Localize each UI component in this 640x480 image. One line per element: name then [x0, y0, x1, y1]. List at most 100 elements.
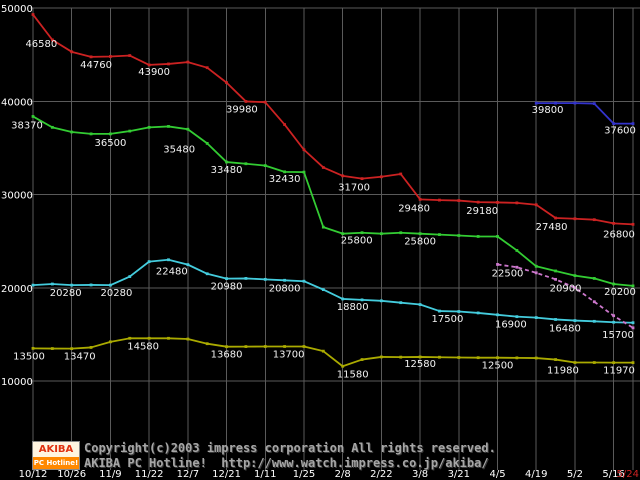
green-point-marker — [89, 132, 93, 136]
green-value-label: 32430 — [269, 174, 301, 185]
magenta-point-marker — [534, 271, 538, 275]
yellow-point-marker — [496, 356, 499, 360]
yellow-point-marker — [534, 356, 538, 360]
yellow-point-marker — [302, 345, 306, 348]
cyan-series-line — [32, 258, 634, 324]
yellow-value-label: 12580 — [404, 359, 436, 370]
yellow-point-marker — [573, 361, 577, 364]
yellow-value-label: 12500 — [482, 361, 514, 372]
magenta-point-marker — [612, 314, 616, 318]
cyan-point-marker — [205, 272, 209, 276]
x-axis-label: 2/8 — [335, 469, 351, 480]
magenta-series — [496, 263, 635, 330]
yellow-point-marker — [476, 356, 480, 360]
green-point-marker — [612, 282, 616, 286]
yellow-value-label: 11980 — [547, 366, 579, 377]
x-axis-label: 10/26 — [57, 469, 86, 480]
cyan-point-marker — [321, 288, 325, 292]
yellow-point-marker — [418, 355, 422, 359]
yellow-point-marker — [167, 336, 170, 340]
red-point-marker — [534, 203, 538, 207]
blue-point-marker — [554, 101, 557, 105]
red-value-label: 29180 — [466, 206, 498, 217]
magenta-value-label: 22500 — [492, 268, 524, 279]
yellow-point-marker — [515, 356, 519, 360]
green-point-marker — [225, 160, 228, 164]
red-point-marker — [244, 100, 248, 103]
yellow-point-marker — [379, 355, 383, 359]
red-point-marker — [31, 13, 35, 16]
cyan-point-marker — [592, 319, 596, 323]
magenta-value-label: 20900 — [550, 283, 582, 294]
cyan-point-marker — [147, 260, 151, 264]
red-point-marker — [399, 172, 403, 176]
yellow-point-marker — [321, 349, 325, 353]
x-axis-label: 12/21 — [212, 469, 241, 480]
red-value-label: 39980 — [226, 104, 258, 115]
red-point-marker — [341, 174, 345, 178]
green-value-label: 25800 — [404, 237, 436, 248]
x-axis-label: 5/24 — [617, 469, 639, 480]
red-point-marker — [592, 218, 596, 222]
green-point-marker — [379, 232, 383, 236]
yellow-point-marker — [263, 345, 267, 348]
blue-series — [534, 101, 635, 126]
y-axis-labels: 50000 40000 30000 20000 10000 — [1, 4, 33, 388]
magenta-point-marker — [515, 265, 519, 269]
y-axis-label: 50000 — [1, 4, 33, 15]
green-point-marker — [573, 274, 577, 278]
cyan-series — [31, 258, 635, 325]
cyan-point-marker — [457, 310, 461, 313]
green-point-marker — [476, 235, 480, 238]
green-value-label: 35480 — [163, 144, 195, 155]
x-axis-label: 5/2 — [567, 469, 583, 480]
red-point-marker — [554, 216, 557, 220]
x-axis-label: 3/21 — [448, 469, 470, 480]
blue-series-line — [536, 102, 633, 125]
y-axis-label: 20000 — [1, 284, 33, 295]
cyan-point-marker — [515, 315, 519, 319]
cyan-point-marker — [244, 277, 248, 280]
yellow-point-marker — [244, 345, 248, 348]
yellow-point-marker — [31, 346, 35, 350]
red-value-label: 46580 — [25, 39, 57, 50]
yellow-value-label: 13680 — [211, 350, 243, 361]
green-point-marker — [205, 141, 209, 145]
red-point-marker — [631, 222, 635, 226]
yellow-point-marker — [612, 361, 616, 365]
cyan-value-label: 20280 — [101, 288, 133, 299]
x-axis-label: 5/16 — [602, 469, 624, 480]
green-value-label: 20200 — [604, 287, 636, 298]
logo-pc-hotline-text: PC Hotline! — [33, 457, 79, 469]
cyan-point-marker — [418, 303, 422, 306]
cyan-point-marker — [225, 277, 228, 281]
magenta-point-marker — [496, 263, 499, 266]
green-point-marker — [496, 235, 499, 238]
blue-point-marker — [612, 122, 616, 126]
cyan-point-marker — [70, 283, 74, 287]
green-point-marker — [321, 225, 325, 229]
green-point-marker — [399, 231, 403, 235]
cyan-point-marker — [31, 283, 35, 287]
cyan-point-marker — [399, 301, 403, 305]
blue-point-marker — [573, 101, 577, 105]
cyan-value-label: 20280 — [50, 288, 82, 299]
yellow-point-marker — [399, 355, 403, 359]
blue-value-label: 39800 — [532, 105, 564, 116]
red-value-label: 27480 — [536, 222, 568, 233]
red-value-label: 43900 — [138, 67, 170, 78]
green-point-marker — [457, 234, 461, 237]
magenta-point-marker — [631, 326, 635, 330]
green-point-marker — [31, 115, 35, 118]
magenta-value-label: 15700 — [602, 330, 634, 341]
yellow-value-label: 13500 — [13, 351, 45, 362]
cyan-point-marker — [128, 275, 132, 278]
x-axis-label: 10/12 — [19, 469, 48, 480]
y-axis-label: 10000 — [1, 377, 33, 388]
y-axis-label: 40000 — [1, 97, 33, 108]
yellow-point-marker — [186, 337, 190, 341]
red-point-marker — [50, 38, 54, 42]
red-point-marker — [109, 55, 112, 58]
red-value-label: 26800 — [603, 229, 635, 240]
